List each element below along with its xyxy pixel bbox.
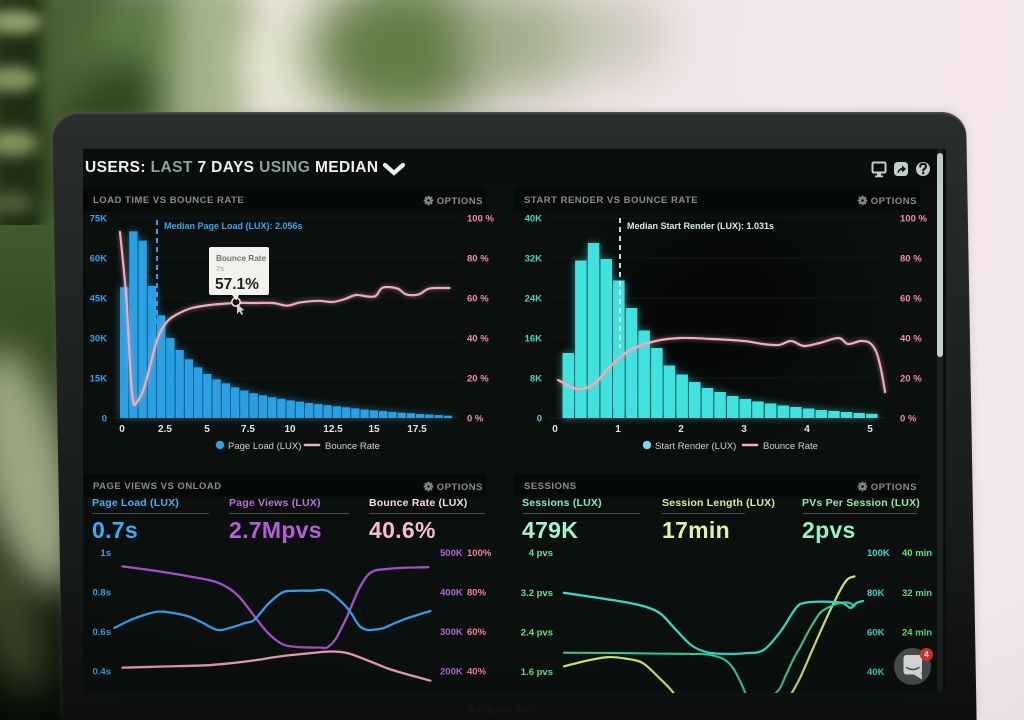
svg-text:4 pvs: 4 pvs (529, 548, 553, 559)
svg-text:60K: 60K (867, 628, 885, 639)
svg-text:0: 0 (119, 424, 125, 435)
svg-text:60 %: 60 % (900, 294, 922, 305)
svg-text:100K: 100K (867, 548, 890, 559)
svg-text:0 %: 0 % (900, 414, 917, 425)
svg-text:2: 2 (678, 424, 684, 435)
svg-text:0 %: 0 % (467, 414, 484, 425)
svg-text:20 %: 20 % (900, 374, 922, 385)
svg-text:Bounce Rate: Bounce Rate (216, 254, 266, 263)
svg-text:0: 0 (102, 414, 107, 425)
svg-text:7s: 7s (216, 264, 224, 273)
svg-text:45K: 45K (90, 294, 108, 305)
svg-text:Bounce Rate: Bounce Rate (325, 441, 380, 452)
svg-text:60%: 60% (467, 627, 487, 638)
svg-text:80K: 80K (867, 588, 885, 599)
svg-text:32K: 32K (525, 254, 543, 265)
svg-text:4: 4 (804, 424, 810, 435)
svg-text:80 %: 80 % (467, 254, 489, 265)
svg-text:24 min: 24 min (902, 628, 932, 639)
svg-text:40K: 40K (867, 667, 885, 678)
svg-text:7.5: 7.5 (241, 424, 255, 435)
svg-text:24K: 24K (525, 294, 543, 305)
svg-text:Start Render (LUX): Start Render (LUX) (655, 441, 736, 452)
svg-text:2.5: 2.5 (158, 424, 172, 435)
svg-text:15: 15 (368, 424, 380, 435)
svg-text:8K: 8K (530, 374, 542, 385)
svg-text:Page Load (LUX): Page Load (LUX) (228, 441, 301, 452)
svg-text:32 min: 32 min (902, 588, 932, 599)
svg-text:40K: 40K (525, 214, 543, 225)
svg-text:Median Start Render (LUX): 1.0: Median Start Render (LUX): 1.031s (627, 221, 774, 231)
svg-text:5: 5 (204, 424, 210, 435)
svg-text:5: 5 (867, 424, 873, 435)
svg-text:80 %: 80 % (900, 254, 922, 265)
svg-text:Median Page Load (LUX): 2.056s: Median Page Load (LUX): 2.056s (164, 221, 303, 231)
svg-text:Bounce Rate: Bounce Rate (763, 441, 818, 452)
svg-text:0: 0 (537, 414, 542, 425)
svg-text:0.6s: 0.6s (93, 627, 112, 638)
svg-text:10: 10 (284, 424, 296, 435)
svg-text:60 %: 60 % (467, 294, 489, 305)
svg-text:1: 1 (615, 424, 621, 435)
svg-text:100 %: 100 % (467, 214, 494, 225)
svg-text:2.4 pvs: 2.4 pvs (521, 628, 553, 639)
svg-text:20 %: 20 % (467, 374, 489, 385)
svg-text:40 min: 40 min (902, 548, 932, 559)
svg-text:57.1%: 57.1% (215, 276, 259, 293)
svg-text:0: 0 (552, 424, 558, 435)
svg-text:17.5: 17.5 (407, 424, 427, 435)
svg-text:12.5: 12.5 (323, 424, 343, 435)
svg-text:400K: 400K (440, 588, 463, 599)
svg-text:40 %: 40 % (900, 334, 922, 345)
svg-text:75K: 75K (90, 214, 108, 225)
svg-text:30K: 30K (90, 334, 108, 345)
svg-text:40%: 40% (467, 667, 487, 678)
svg-text:500K: 500K (440, 548, 463, 559)
svg-text:100 %: 100 % (900, 214, 927, 225)
svg-text:60K: 60K (90, 254, 108, 265)
svg-text:16K: 16K (525, 334, 543, 345)
svg-text:40 %: 40 % (467, 334, 489, 345)
svg-text:300K: 300K (440, 627, 463, 638)
svg-text:1s: 1s (100, 548, 111, 559)
svg-text:0.8s: 0.8s (93, 588, 112, 599)
svg-text:100%: 100% (467, 548, 492, 559)
svg-text:3.2 pvs: 3.2 pvs (521, 588, 553, 599)
svg-text:0.4s: 0.4s (93, 667, 112, 678)
svg-text:15K: 15K (90, 374, 108, 385)
svg-text:80%: 80% (467, 588, 487, 599)
svg-text:200K: 200K (440, 667, 463, 678)
svg-text:3: 3 (741, 424, 747, 435)
svg-text:1.6 pvs: 1.6 pvs (521, 667, 553, 678)
